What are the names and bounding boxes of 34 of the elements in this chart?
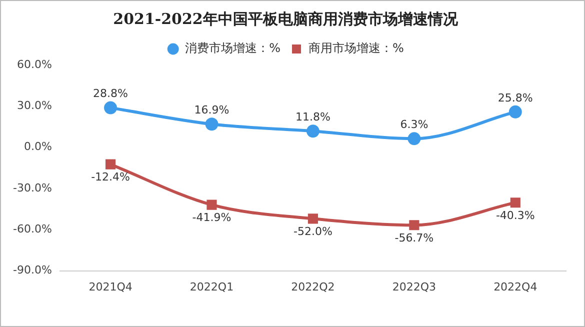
y-tick-label: -60.0% [12,222,52,236]
y-tick-label: -90.0% [12,264,52,277]
data-label: -40.3% [496,208,535,222]
legend-label: 消费市场增速：% [185,41,281,56]
data-label: 11.8% [295,110,330,124]
x-tick-label: 2021Q4 [88,280,132,294]
data-label: 25.8% [498,91,533,104]
legend-label: 商用市场增速：% [308,41,404,56]
data-label: -41.9% [192,211,232,224]
x-tick-label: 2022Q1 [190,280,234,294]
data-label: -12.4% [91,170,130,184]
data-label: 28.8% [93,87,128,100]
data-label: 16.9% [194,103,230,116]
data-label: 6.3% [400,118,428,132]
data-label: -56.7% [394,231,434,244]
point [308,214,318,224]
point [104,101,118,114]
point [105,159,116,170]
point [408,132,421,146]
point [306,124,320,138]
x-tick-label: 2022Q4 [494,280,538,294]
point [205,118,218,131]
x-tick-label: 2022Q2 [291,280,335,294]
y-tick-label: 30.0% [16,99,52,112]
y-tick-label: -30.0% [12,181,52,194]
point [409,220,420,230]
point [508,105,522,118]
y-tick-label: 0.0% [24,140,52,154]
data-label: -52.0% [293,225,332,238]
chart-title: 2021-2022年中国平板电脑商用消费市场增速情况 [113,10,459,28]
y-tick-label: 60.0% [16,58,52,71]
point [510,198,520,208]
x-tick-label: 2022Q3 [392,280,436,294]
point [206,200,217,210]
